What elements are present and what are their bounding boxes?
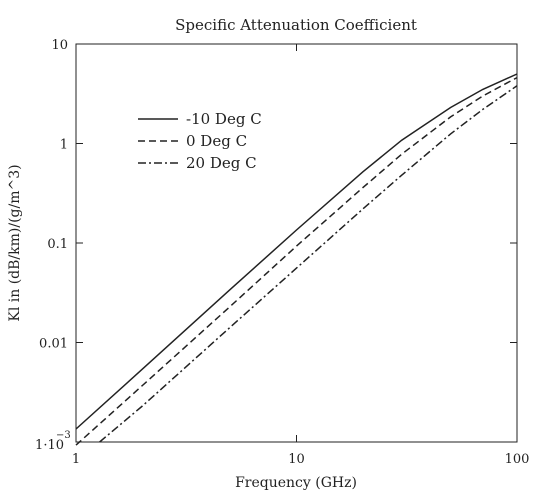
x-axis-label: Frequency (GHz) [235, 475, 357, 491]
y-tick-label: 1 [60, 138, 68, 153]
series-line [76, 78, 517, 446]
x-tick-label: 100 [505, 452, 530, 467]
x-tick-label: 10 [288, 452, 305, 467]
y-tick-label: 0.1 [47, 237, 68, 252]
y-axis-label: Kl in (dB/km)/(g/m^3) [7, 164, 23, 321]
legend: -10 Deg C 0 Deg C 20 Deg C [138, 110, 262, 172]
chart-title: Specific Attenuation Coefficient [175, 16, 417, 34]
y-tick-label: 10 [51, 38, 68, 53]
legend-label: 0 Deg C [186, 132, 247, 150]
x-tick-label: 1 [72, 452, 80, 467]
legend-label: -10 Deg C [186, 110, 262, 128]
y-tick-label: 0.01 [39, 337, 68, 352]
legend-label: 20 Deg C [186, 154, 257, 172]
series-lines [76, 74, 517, 445]
series-line [76, 74, 517, 429]
series-line [100, 86, 517, 442]
plot-frame [76, 44, 517, 442]
axis-ticks [76, 44, 517, 442]
x-tick-labels: 1 10 100 [72, 452, 530, 467]
y-tick-exponent: −3 [56, 430, 71, 441]
